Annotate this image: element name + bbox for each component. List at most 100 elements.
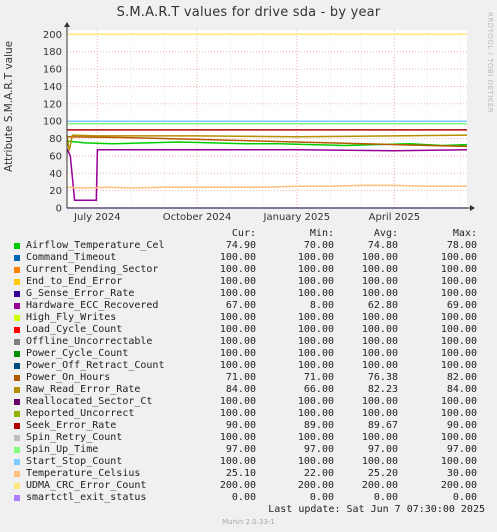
legend-series-name: Current_Pending_Sector bbox=[26, 264, 159, 275]
legend-min-value: 100.00 bbox=[297, 348, 334, 359]
legend-row: Power_On_Hours 71.00 71.00 76.38 82.00 bbox=[14, 372, 484, 384]
legend-min-value: 100.00 bbox=[297, 396, 334, 407]
legend-row: End_to_End_Error 100.00 100.00 100.00 100.00 bbox=[14, 276, 484, 288]
legend-swatch bbox=[14, 375, 20, 381]
legend-cur-value: 100.00 bbox=[219, 252, 256, 263]
legend-swatch bbox=[14, 387, 20, 393]
legend-avg-value: 76.38 bbox=[367, 372, 398, 383]
series-line-raw-read-error-rate bbox=[66, 134, 468, 151]
legend-avg-value: 100.00 bbox=[361, 408, 398, 419]
legend-max-value: 100.00 bbox=[440, 408, 477, 419]
legend-series-name: Power_Cycle_Count bbox=[26, 348, 129, 359]
legend-row: Current_Pending_Sector 100.00 100.00 100.00… bbox=[14, 264, 484, 276]
legend-avg-value: 100.00 bbox=[361, 432, 398, 443]
legend-row: Offline_Uncorrectable 100.00 100.00 100.00 1… bbox=[14, 336, 484, 348]
legend-min-value: 22.00 bbox=[303, 468, 334, 479]
legend-avg-value: 100.00 bbox=[361, 396, 398, 407]
legend-min-value: 89.00 bbox=[303, 420, 334, 431]
legend-series-name: Airflow_Temperature_Cel bbox=[26, 240, 165, 251]
legend-swatch bbox=[14, 339, 20, 345]
legend-cur-value: 100.00 bbox=[219, 396, 256, 407]
legend-swatch bbox=[14, 363, 20, 369]
legend-cur-value: 90.00 bbox=[225, 420, 256, 431]
legend-row: Spin_Up_Time 97.00 97.00 97.00 97.00 bbox=[14, 444, 484, 456]
legend-cur-value: 200.00 bbox=[219, 480, 256, 491]
legend-swatch bbox=[14, 255, 20, 261]
legend-cur-value: 100.00 bbox=[219, 276, 256, 287]
legend-cur-value: 97.00 bbox=[225, 444, 256, 455]
legend-min-value: 100.00 bbox=[297, 336, 334, 347]
legend-max-value: 100.00 bbox=[440, 336, 477, 347]
legend-cur-value: 84.00 bbox=[225, 384, 256, 395]
legend-row: UDMA_CRC_Error_Count 200.00 200.00 200.00 20… bbox=[14, 480, 484, 492]
legend-min-value: 100.00 bbox=[297, 432, 334, 443]
legend-swatch bbox=[14, 279, 20, 285]
legend-series-name: Reallocated_Sector_Ct bbox=[26, 396, 153, 407]
legend-avg-value: 74.80 bbox=[367, 240, 398, 251]
y-tick-label: 160 bbox=[43, 65, 62, 76]
legend-min-value: 100.00 bbox=[297, 288, 334, 299]
y-axis-arrow bbox=[64, 22, 70, 27]
legend-cur-value: 100.00 bbox=[219, 336, 256, 347]
legend-cur-value: 100.00 bbox=[219, 324, 256, 335]
legend-series-name: Start_Stop_Count bbox=[26, 456, 123, 467]
legend-max-value: 100.00 bbox=[440, 276, 477, 287]
legend-avg-value: 62.80 bbox=[367, 300, 398, 311]
legend-min-value: 100.00 bbox=[297, 324, 334, 335]
legend-max-value: 100.00 bbox=[440, 432, 477, 443]
legend-row: Reported_Uncorrect 100.00 100.00 100.00 100.… bbox=[14, 408, 484, 420]
legend-min-value: 71.00 bbox=[303, 372, 334, 383]
y-tick-label: 60 bbox=[49, 151, 62, 162]
legend-max-value: 100.00 bbox=[440, 396, 477, 407]
legend-swatch bbox=[14, 483, 20, 489]
series-line-hardware-ecc-recovered bbox=[66, 148, 468, 201]
legend-series-name: Offline_Uncorrectable bbox=[26, 336, 153, 347]
legend-min-value: 100.00 bbox=[297, 252, 334, 263]
legend-avg-value: 100.00 bbox=[361, 252, 398, 263]
legend-row: G_Sense_Error_Rate 100.00 100.00 100.00 100.… bbox=[14, 288, 484, 300]
legend-series-name: Power_On_Hours bbox=[26, 372, 111, 383]
legend-series-name: Raw_Read_Error_Rate bbox=[26, 384, 141, 395]
x-tick-label: January 2025 bbox=[263, 212, 331, 223]
legend-avg-value: 89.67 bbox=[367, 420, 398, 431]
munin-version: Munin 2.0.33-1 bbox=[222, 518, 275, 526]
legend-cur-value: 100.00 bbox=[219, 312, 256, 323]
legend-max-value: 200.00 bbox=[440, 480, 477, 491]
legend-swatch bbox=[14, 471, 20, 477]
legend-max-value: 78.00 bbox=[446, 240, 477, 251]
legend-row: Hardware_ECC_Recovered 67.00 8.00 62.80 69.0… bbox=[14, 300, 484, 312]
y-tick-label: 120 bbox=[43, 99, 62, 110]
legend-max-value: 100.00 bbox=[440, 324, 477, 335]
legend-max-value: 100.00 bbox=[440, 264, 477, 275]
y-tick-label: 180 bbox=[43, 47, 62, 58]
chart-plot: 0 20 40 60 80 100 120 140 160 180 200 July 2024 Octo… bbox=[43, 22, 475, 223]
legend-max-value: 97.00 bbox=[446, 444, 477, 455]
y-tick-label: 40 bbox=[49, 169, 62, 180]
y-tick-label: 200 bbox=[43, 30, 62, 41]
legend-swatch bbox=[14, 447, 20, 453]
legend-swatch bbox=[14, 399, 20, 405]
legend-swatch bbox=[14, 435, 20, 441]
legend-header-row: Cur: Min: Avg: Max: bbox=[14, 228, 484, 240]
legend-max-value: 100.00 bbox=[440, 348, 477, 359]
legend-max-value: 100.00 bbox=[440, 456, 477, 467]
legend-series-name: Command_Timeout bbox=[26, 252, 117, 263]
col-header-cur: Cur: bbox=[231, 228, 256, 239]
legend-avg-value: 0.00 bbox=[373, 492, 398, 503]
legend-cur-value: 71.00 bbox=[225, 372, 256, 383]
rrdtool-credit: RRDTOOL / TOBI OETIKER bbox=[486, 12, 494, 114]
legend-avg-value: 100.00 bbox=[361, 456, 398, 467]
legend-avg-value: 82.23 bbox=[367, 384, 398, 395]
legend-swatch bbox=[14, 351, 20, 357]
legend-cur-value: 100.00 bbox=[219, 264, 256, 275]
legend-cur-value: 100.00 bbox=[219, 432, 256, 443]
legend-max-value: 82.00 bbox=[446, 372, 477, 383]
legend-min-value: 100.00 bbox=[297, 264, 334, 275]
legend-max-value: 84.00 bbox=[446, 384, 477, 395]
legend-series-name: Load_Cycle_Count bbox=[26, 324, 123, 335]
legend-series-name: Hardware_ECC_Recovered bbox=[26, 300, 159, 311]
legend-min-value: 66.00 bbox=[303, 384, 334, 395]
legend-series-name: End_to_End_Error bbox=[26, 276, 123, 287]
legend-row: Airflow_Temperature_Cel 74.90 70.00 74.80 78… bbox=[14, 240, 484, 252]
plot-area bbox=[67, 30, 467, 208]
